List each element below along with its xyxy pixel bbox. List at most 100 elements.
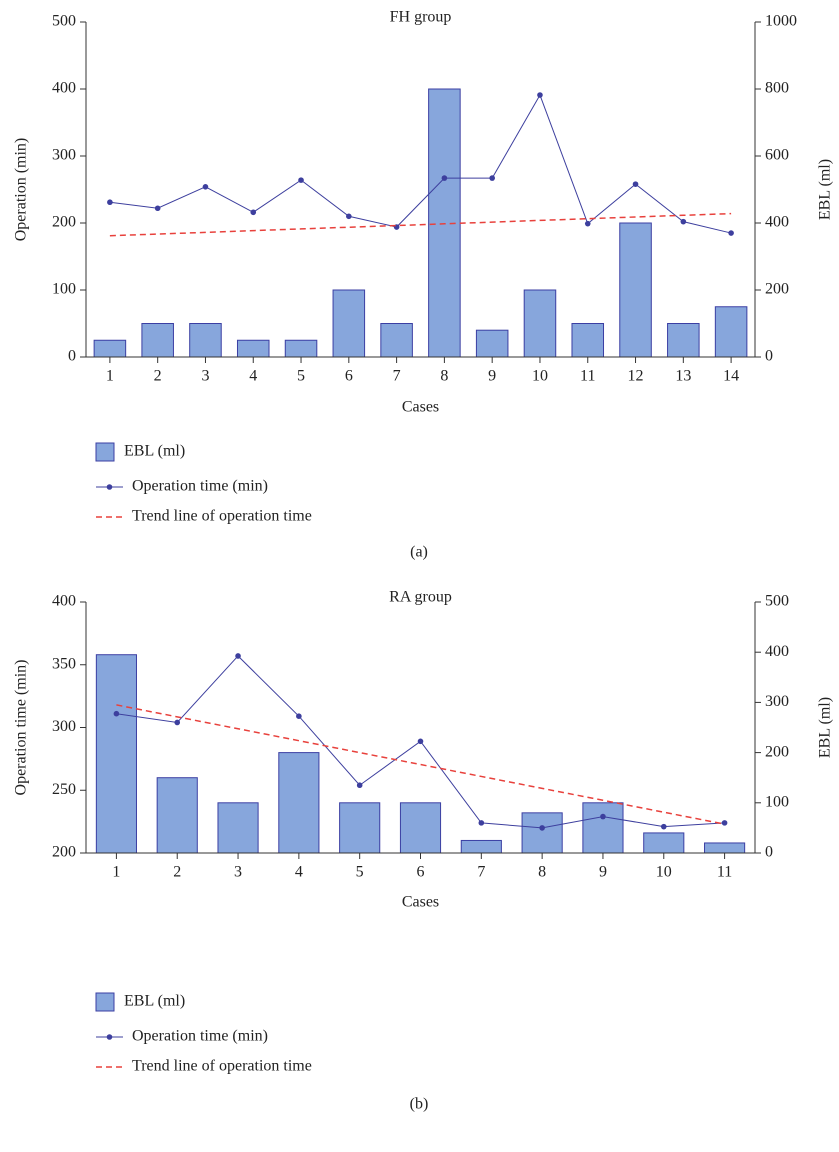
bar	[284, 339, 318, 358]
bar	[217, 802, 259, 854]
y-tick-label: 100	[52, 281, 76, 298]
x-tick-label: 2	[154, 368, 162, 385]
x-tick-label: 4	[249, 368, 257, 385]
trend-line	[116, 704, 725, 825]
point	[107, 199, 113, 206]
y2-tick-label: 0	[765, 348, 773, 365]
bar	[339, 802, 381, 854]
x-axis-label: Cases	[402, 399, 439, 416]
x-tick-label: 4	[295, 864, 303, 881]
legend-label: Operation time (min)	[132, 478, 268, 495]
point	[250, 209, 257, 216]
x-tick-label: 11	[717, 864, 732, 881]
legend-label: Trend line of operation time	[132, 508, 312, 525]
x-tick-label: 6	[345, 368, 353, 385]
bar	[95, 654, 137, 854]
y2-tick-label: 0	[765, 844, 773, 861]
point	[584, 220, 591, 227]
x-tick-label: 10	[532, 368, 548, 385]
point	[728, 230, 734, 236]
y-tick-label: 300	[52, 718, 76, 735]
bar	[475, 329, 509, 358]
trend-line	[109, 212, 732, 237]
point	[202, 184, 209, 190]
y-axis-label: Operation (min)	[13, 138, 30, 242]
x-tick-label: 10	[656, 864, 672, 881]
bar	[582, 802, 624, 854]
point	[660, 823, 667, 830]
y-tick-label: 250	[52, 781, 76, 798]
point	[489, 175, 495, 181]
point	[537, 92, 543, 98]
y2-tick-label: 800	[765, 80, 789, 97]
bar	[714, 306, 748, 358]
legend-swatch	[106, 484, 113, 490]
point	[441, 175, 448, 181]
y2-tick-label: 400	[765, 214, 789, 231]
bar	[93, 339, 127, 358]
y2-tick-label: 100	[765, 793, 789, 810]
x-tick-label: 6	[417, 864, 425, 881]
point	[346, 213, 352, 220]
y-axis-label: Operation time (min)	[13, 660, 30, 796]
y-tick-label: 200	[52, 844, 76, 861]
point	[174, 719, 181, 726]
x-tick-label: 12	[628, 368, 644, 385]
bar	[399, 802, 442, 854]
caption: (a)	[410, 544, 428, 561]
y2-tick-label: 200	[765, 743, 789, 760]
bar	[667, 323, 700, 358]
x-tick-label: 8	[440, 368, 448, 385]
bar	[619, 222, 652, 358]
x-tick-label: 11	[580, 368, 595, 385]
y2-tick-label: 600	[765, 147, 789, 164]
point	[478, 820, 485, 826]
point	[113, 710, 120, 717]
x-tick-label: 7	[393, 368, 401, 385]
point	[235, 653, 241, 659]
y2-tick-label: 200	[765, 281, 789, 298]
point	[680, 218, 687, 225]
x-tick-label: 5	[297, 368, 305, 385]
point	[721, 820, 728, 826]
x-tick-label: 1	[112, 864, 120, 881]
legend-label: EBL (ml)	[124, 443, 185, 460]
y2-tick-label: 400	[765, 643, 789, 660]
legend-swatch	[95, 442, 115, 462]
x-tick-label: 3	[234, 864, 242, 881]
caption: (b)	[410, 1096, 429, 1113]
point	[417, 738, 424, 745]
point	[632, 181, 639, 187]
legend-label: Trend line of operation time	[132, 1058, 312, 1075]
y-tick-label: 400	[52, 80, 76, 97]
legend-swatch	[106, 1034, 113, 1040]
bar	[278, 752, 320, 854]
legend-label: Operation time (min)	[132, 1028, 268, 1045]
bar	[189, 323, 222, 358]
x-tick-label: 7	[477, 864, 485, 881]
point	[356, 782, 363, 789]
bar	[571, 323, 605, 358]
y2-tick-label: 500	[765, 593, 789, 610]
bar	[643, 832, 685, 854]
x-tick-label: 9	[599, 864, 607, 881]
y-tick-label: 400	[52, 593, 76, 610]
y-tick-label: 350	[52, 655, 76, 672]
bar	[380, 323, 413, 358]
x-tick-label: 1	[106, 368, 114, 385]
x-tick-label: 14	[723, 368, 739, 385]
x-axis-label: Cases	[402, 894, 439, 911]
bar	[704, 842, 746, 854]
y-tick-label: 300	[52, 147, 76, 164]
bar	[523, 289, 557, 358]
bar	[460, 839, 502, 854]
y2-axis-label: EBL (ml)	[817, 697, 834, 758]
y-tick-label: 500	[52, 13, 76, 30]
x-tick-label: 13	[675, 368, 691, 385]
x-tick-label: 5	[356, 864, 364, 881]
y-tick-label: 0	[68, 348, 76, 365]
y2-tick-label: 300	[765, 693, 789, 710]
x-tick-label: 2	[173, 864, 181, 881]
x-tick-label: 8	[538, 864, 546, 881]
